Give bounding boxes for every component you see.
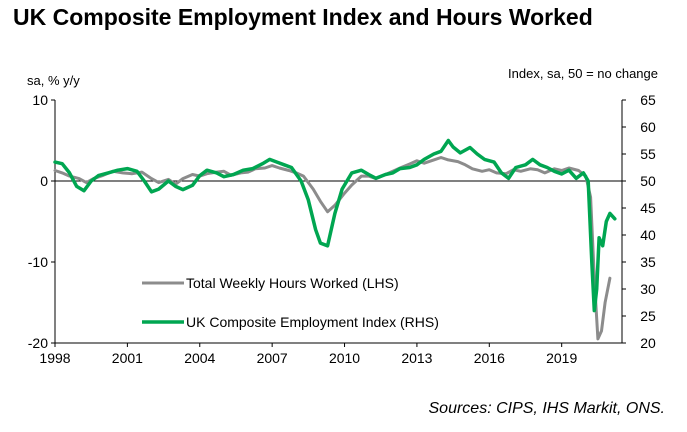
left-tick-label: -20	[28, 335, 48, 351]
series-line-2	[53, 138, 617, 313]
chart-axes: 10 0 -10 -20 65 60 55 50 45 40 35 30 25 20 1998 2001 200…	[28, 92, 656, 366]
left-tick-label: 10	[32, 92, 48, 108]
left-tick-label: 0	[40, 173, 48, 189]
right-tick-label: 25	[640, 308, 656, 324]
legend-label-1: Total Weekly Hours Worked (LHS)	[186, 275, 399, 291]
chart-series	[53, 138, 617, 341]
x-tick-label: 2001	[112, 350, 143, 366]
right-axis-label: Index, sa, 50 = no change	[508, 66, 658, 81]
chart-title: UK Composite Employment Index and Hours …	[13, 4, 593, 30]
chart-legend: Total Weekly Hours Worked (LHS) UK Compos…	[142, 275, 439, 330]
x-tick-label: 2016	[474, 350, 505, 366]
left-axis-label: sa, % y/y	[27, 73, 80, 88]
x-tick-label: 2013	[401, 350, 432, 366]
right-tick-label: 45	[640, 200, 656, 216]
right-tick-label: 65	[640, 92, 656, 108]
right-tick-label: 30	[640, 281, 656, 297]
right-tick-label: 35	[640, 254, 656, 270]
right-tick-label: 50	[640, 173, 656, 189]
x-tick-label: 1998	[39, 350, 70, 366]
right-tick-label: 55	[640, 146, 656, 162]
legend-label-2: UK Composite Employment Index (RHS)	[186, 314, 439, 330]
line-chart: 10 0 -10 -20 65 60 55 50 45 40 35 30 25 20 1998 2001 200…	[28, 92, 656, 366]
x-tick-label: 2010	[329, 350, 360, 366]
right-tick-label: 40	[640, 227, 656, 243]
series-line-1	[53, 156, 612, 341]
right-tick-label: 60	[640, 119, 656, 135]
x-tick-label: 2007	[257, 350, 288, 366]
source-note: Sources: CIPS, IHS Markit, ONS.	[428, 400, 666, 417]
x-tick-label: 2019	[546, 350, 577, 366]
right-tick-label: 20	[640, 335, 656, 351]
x-tick-label: 2004	[184, 350, 215, 366]
left-tick-label: -10	[28, 254, 48, 270]
